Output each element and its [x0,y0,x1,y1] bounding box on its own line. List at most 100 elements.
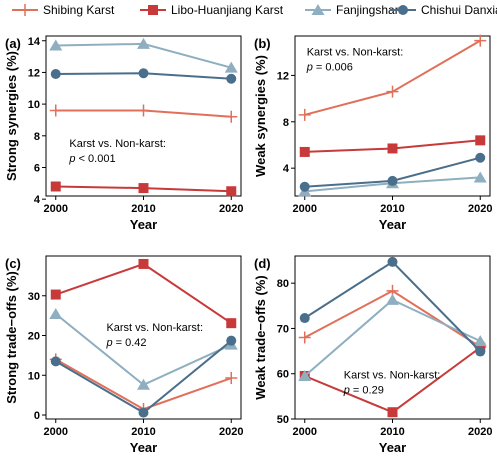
x-tick-label: 2020 [219,203,243,215]
y-tick-label: 4 [34,194,41,206]
legend-entry: Shibing Karst [12,3,115,17]
data-point [298,369,312,381]
data-point [387,256,398,267]
y-tick-label: 8 [34,131,40,143]
series-line [55,262,232,325]
x-axis-title: Year [130,217,157,232]
data-point [299,313,310,324]
y-tick-label: 14 [28,36,41,48]
panel-label: (d) [254,256,271,271]
series-line [304,260,482,353]
plot-frame [294,255,491,420]
legend-label: Chishui Danxia [421,3,497,17]
y-tick-label: 30 [28,291,40,303]
stat-annotation-pvalue: p = 0.29 [343,384,384,396]
stat-annotation-pvalue: p < 0.001 [68,153,115,165]
stat-annotation-title: Karst vs. Non-karst: [106,322,203,334]
x-tick-label: 2010 [131,203,155,215]
data-point [49,104,62,117]
legend-marker-plus [19,4,31,16]
y-tick-label: 12 [277,70,289,82]
x-tick-label: 2000 [293,203,317,215]
y-tick-label: 10 [28,370,40,382]
y-tick-label: 4 [283,163,290,175]
y-tick-label: 50 [277,414,289,426]
x-tick-label: 2000 [44,203,68,215]
data-point [50,289,61,300]
data-point [50,356,61,367]
data-point [226,318,237,329]
data-point [298,108,311,121]
x-axis-title: Year [379,440,406,455]
series-line [55,339,232,414]
data-point [473,171,487,183]
y-tick-label: 80 [277,278,289,290]
data-point [225,372,238,385]
x-tick-label: 2010 [380,426,404,438]
data-point [387,175,398,186]
legend: Shibing Karst Libo-Huanjiang Karst Fanjing… [12,3,497,17]
panel-label: (c) [5,256,21,271]
data-point [50,181,61,192]
panel-a: 4 6 8 10 12 14 2000 2010 2020 Year Strong synergie… [4,35,243,232]
y-axis-title: Weak synergies (%) [253,55,268,177]
x-tick-label: 2010 [380,203,404,215]
stat-annotation-title: Karst vs. Non-karst: [69,138,166,150]
legend-entry: Fanjingshan [305,3,401,17]
y-tick-label: 60 [277,369,289,381]
legend-label: Shibing Karst [43,3,115,17]
y-axis-title: Strong trade−offs (%) [4,271,19,404]
y-tick-label: 20 [28,331,40,343]
data-point [475,152,486,163]
stat-annotation-title: Karst vs. Non-karst: [344,369,441,381]
series-line [304,298,481,377]
legend-marker-square [148,5,158,15]
data-point [137,104,150,117]
x-axis-title: Year [130,440,157,455]
x-tick-label: 2020 [219,426,243,438]
data-point [298,331,311,344]
y-tick-label: 0 [34,410,40,422]
x-tick-label: 2020 [468,203,492,215]
x-tick-label: 2010 [131,426,155,438]
x-tick-label: 2020 [468,426,492,438]
data-point [138,258,149,269]
data-point [226,335,237,346]
y-axis-title: Weak trade−offs (%) [253,275,268,399]
y-tick-label: 12 [28,67,40,79]
data-point [224,61,238,73]
legend-label: Libo-Huanjiang Karst [171,3,284,17]
panel-c: 0 10 20 30 2000 2010 2020 Year Strong trade−offs… [4,255,243,455]
legend-label: Fanjingshan [336,3,401,17]
data-point [137,37,150,49]
data-point [49,39,63,51]
y-tick-label: 10 [28,99,40,111]
data-point [475,135,486,146]
data-point [387,407,398,418]
y-tick-label: 8 [283,117,289,129]
data-point [386,293,399,305]
panel-label: (a) [5,36,21,51]
panel-d: 50 60 70 80 2000 2010 2020 Year Weak trade−offs … [253,255,492,455]
legend-entry: Libo-Huanjiang Karst [140,3,284,17]
data-point [387,143,398,154]
x-axis-title: Year [379,217,406,232]
legend-entry: Chishui Danxia [390,3,497,17]
data-point [49,308,63,320]
stat-annotation-pvalue: p = 0.006 [306,62,353,74]
y-tick-label: 70 [277,323,289,335]
data-point [226,73,237,84]
data-point [225,110,238,123]
data-point [473,335,487,347]
stat-annotation-title: Karst vs. Non-karst: [307,47,404,59]
stat-annotation-pvalue: p = 0.42 [105,337,146,349]
data-point [475,346,486,357]
legend-marker-triangle [311,4,325,15]
data-point [138,183,149,194]
x-tick-label: 2000 [44,426,68,438]
data-point [299,181,310,192]
data-point [386,85,399,98]
panel-b: 4 8 12 2000 2010 2020 Year Weak synergies (%) (b… [253,34,492,232]
